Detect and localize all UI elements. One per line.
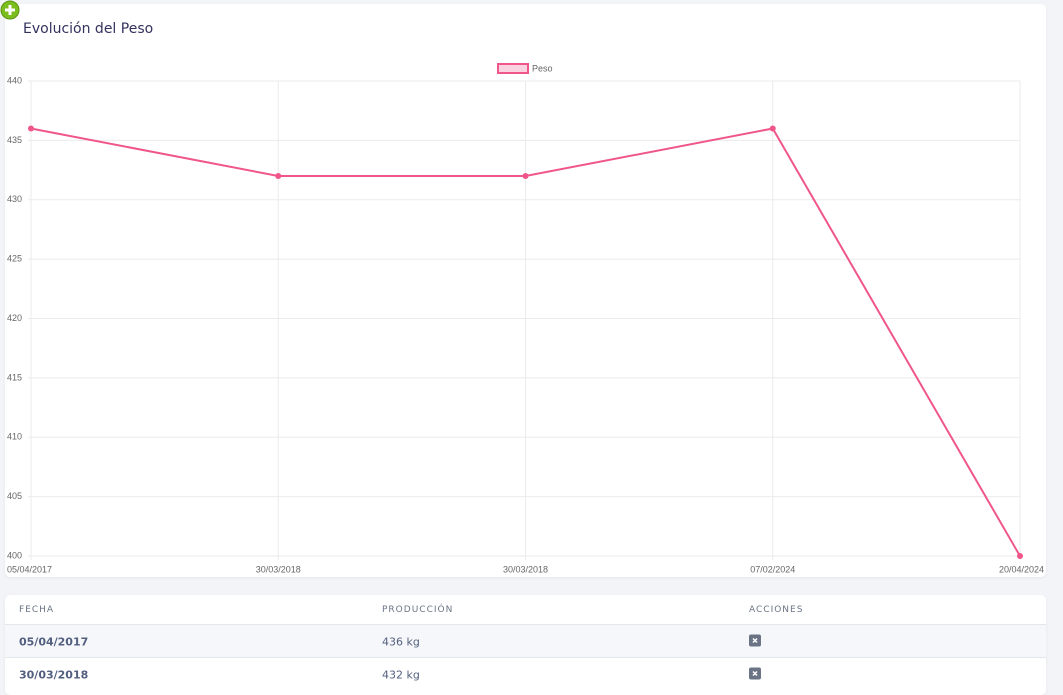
y-tick-label: 440 — [7, 75, 22, 85]
y-tick-label: 425 — [7, 254, 22, 264]
x-tick-label: 05/04/2017 — [7, 564, 52, 574]
data-point — [522, 173, 529, 179]
y-tick-label: 435 — [7, 135, 22, 145]
x-tick-label: 30/03/2018 — [503, 564, 548, 574]
header-cell: PRODUCCIÓN — [382, 604, 454, 615]
card-title: Evolución del Peso — [23, 21, 154, 37]
date-cell: 05/04/2017 — [19, 635, 89, 648]
y-tick-label: 430 — [7, 194, 22, 204]
header-cell: FECHA — [19, 604, 55, 615]
table-row: 05/04/2017 436 kg — [5, 624, 1046, 658]
y-tick-label: 410 — [7, 432, 22, 442]
y-tick-label: 420 — [7, 313, 22, 323]
chart: 400 405 410 415 420 425 430 435 440 05/04/2017 30/… — [7, 63, 1044, 574]
x-tick-label: 20/04/2024 — [999, 564, 1044, 574]
date-cell: 30/03/2018 — [19, 668, 89, 681]
x-tick-label: 30/03/2018 — [256, 564, 301, 574]
header-cell: ACCIONES — [749, 604, 804, 615]
y-tick-label: 415 — [7, 372, 22, 382]
legend-label: Peso — [532, 63, 553, 73]
table-row: 30/03/2018 432 kg — [5, 657, 1046, 691]
table-header: FECHA PRODUCCIÓN ACCIONES — [5, 595, 1046, 624]
add-button[interactable] — [0, 0, 20, 20]
data-point — [1017, 553, 1023, 559]
data-point — [275, 173, 282, 179]
legend-swatch — [497, 63, 529, 74]
production-cell: 436 kg — [382, 635, 420, 648]
y-tick-label: 405 — [7, 491, 22, 501]
table-card: FECHA PRODUCCIÓN ACCIONES 05/04/2017 436… — [5, 595, 1046, 695]
production-cell: 432 kg — [382, 668, 420, 681]
delete-button[interactable] — [749, 634, 761, 649]
chart-card: Evolución del Peso 400 405 410 415 420 425 430… — [0, 0, 1046, 577]
x-tick-label: 07/02/2024 — [750, 564, 795, 574]
y-tick-label: 400 — [7, 550, 22, 560]
delete-button[interactable] — [749, 667, 761, 682]
data-point — [769, 125, 776, 132]
data-point — [28, 125, 34, 132]
